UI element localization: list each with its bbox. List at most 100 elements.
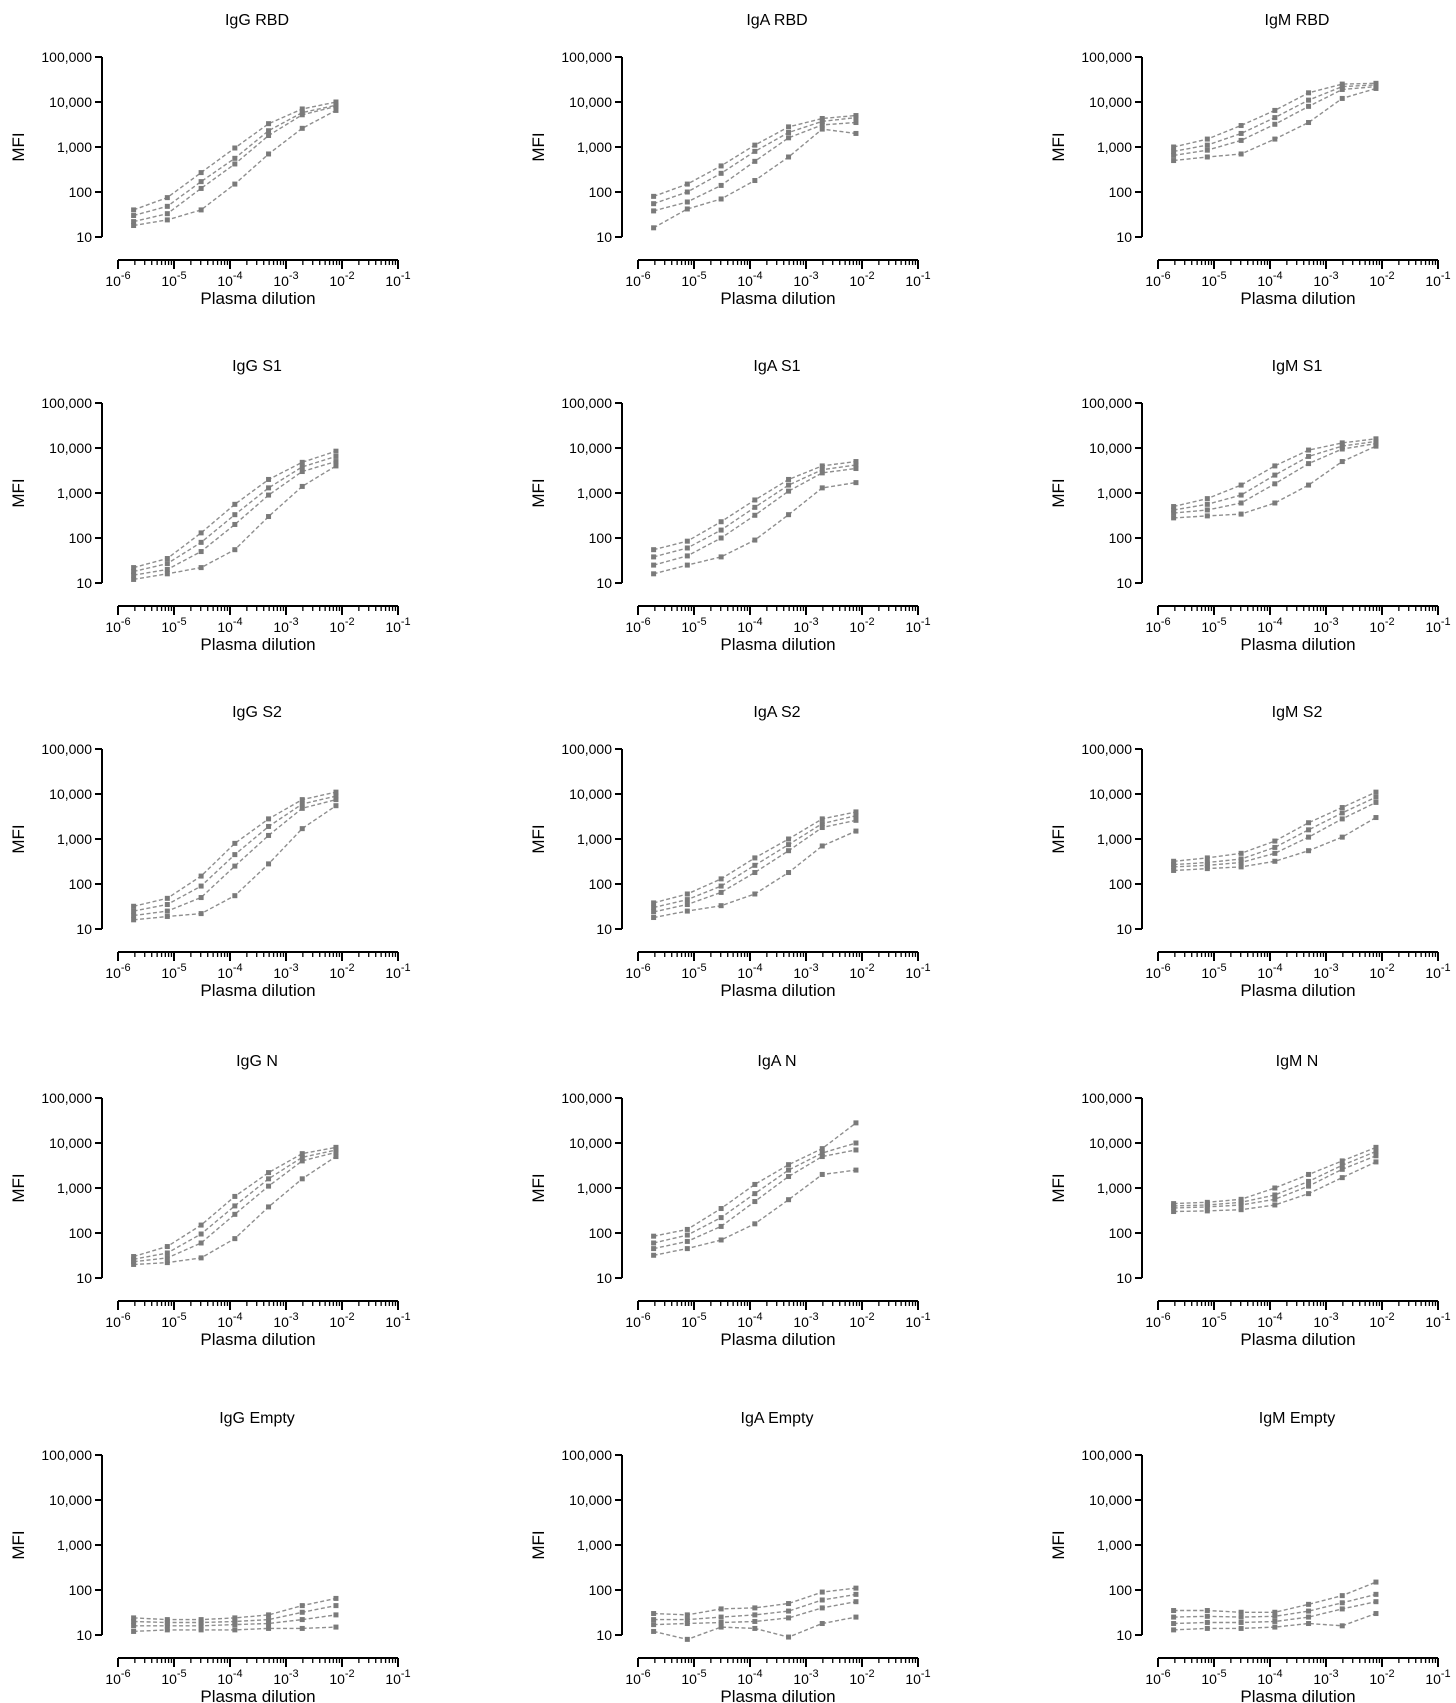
data-point xyxy=(198,207,204,213)
data-point xyxy=(333,1624,339,1630)
data-point xyxy=(651,193,657,199)
data-point xyxy=(1272,1185,1278,1191)
x-tick-label: 10-4 xyxy=(737,1668,762,1687)
x-axis-label: Plasma dilution xyxy=(720,635,835,654)
data-point xyxy=(786,870,792,876)
data-point xyxy=(198,883,204,889)
data-point xyxy=(164,1619,170,1625)
data-point xyxy=(299,112,305,118)
data-point xyxy=(718,1614,724,1620)
data-point xyxy=(1204,866,1210,872)
x-tick-label: 10-5 xyxy=(681,962,706,981)
data-point xyxy=(1272,463,1278,469)
data-point xyxy=(164,556,170,562)
data-point xyxy=(1272,107,1278,113)
y-tick-label: 1,000 xyxy=(577,831,612,847)
data-point xyxy=(786,124,792,130)
y-axis-label: MFI xyxy=(9,132,28,161)
data-point xyxy=(1171,510,1177,516)
data-point xyxy=(752,504,758,510)
data-point xyxy=(131,1623,137,1629)
y-tick-label: 100 xyxy=(69,530,93,546)
data-point xyxy=(299,1154,305,1160)
data-point xyxy=(266,832,272,838)
y-tick-label: 100 xyxy=(589,184,613,200)
y-tick-label: 1,000 xyxy=(577,485,612,501)
data-point xyxy=(299,1603,305,1609)
data-point xyxy=(1204,507,1210,513)
data-point xyxy=(786,1601,792,1607)
x-axis-label: Plasma dilution xyxy=(720,1687,835,1703)
data-point xyxy=(1204,142,1210,148)
data-point xyxy=(299,469,305,475)
data-point xyxy=(1171,144,1177,150)
data-point xyxy=(232,501,238,507)
y-tick-label: 10,000 xyxy=(49,440,92,456)
y-axis-label: MFI xyxy=(529,824,548,853)
y-tick-label: 100,000 xyxy=(1081,395,1132,411)
data-point xyxy=(198,1240,204,1246)
data-point xyxy=(1339,816,1345,822)
data-point xyxy=(853,1147,859,1153)
data-point xyxy=(198,185,204,191)
series-line xyxy=(133,805,337,921)
data-point xyxy=(164,561,170,567)
data-point xyxy=(651,554,657,560)
data-point xyxy=(1306,1171,1312,1177)
x-tick-label: 10-5 xyxy=(1201,616,1226,635)
data-point xyxy=(198,873,204,879)
data-point xyxy=(1306,834,1312,840)
panel-igm-s1: IgM S1 10 100 1,000 10,000 100,000 MFI 10-6 10-5… xyxy=(1049,358,1451,654)
y-tick-label: 1,000 xyxy=(57,831,92,847)
panel-iga-empty: IgA Empty 10 100 1,000 10,000 100,000 MFI 10-6 1… xyxy=(529,1410,931,1703)
data-point xyxy=(164,211,170,217)
data-point xyxy=(819,1621,825,1627)
y-tick-label: 10 xyxy=(596,575,612,591)
data-point xyxy=(266,151,272,157)
x-tick-label: 10-1 xyxy=(905,1668,930,1687)
data-point xyxy=(1171,1205,1177,1211)
y-tick-label: 10,000 xyxy=(49,1135,92,1151)
y-tick-label: 100,000 xyxy=(41,741,92,757)
y-tick-label: 1,000 xyxy=(577,139,612,155)
data-point xyxy=(1373,799,1379,805)
data-point xyxy=(1171,1608,1177,1614)
data-point xyxy=(299,797,305,803)
data-point xyxy=(853,459,859,465)
x-tick-label: 10-1 xyxy=(385,1311,410,1330)
x-tick-label: 10-5 xyxy=(681,1668,706,1687)
x-tick-label: 10-4 xyxy=(217,270,242,289)
data-point xyxy=(1339,1166,1345,1172)
data-point xyxy=(1339,459,1345,465)
series-line xyxy=(1173,85,1377,157)
data-point xyxy=(684,1617,690,1623)
data-point xyxy=(752,1191,758,1197)
data-point xyxy=(333,789,339,795)
data-point xyxy=(819,1154,825,1160)
x-axis-label: Plasma dilution xyxy=(720,289,835,308)
x-tick-label: 10-3 xyxy=(793,270,818,289)
data-point xyxy=(752,855,758,861)
data-point xyxy=(718,903,724,909)
data-point xyxy=(819,126,825,132)
panel-igm-s2: IgM S2 10 100 1,000 10,000 100,000 MFI 10-6 10-5… xyxy=(1049,704,1451,1000)
data-point xyxy=(718,519,724,525)
y-axis-label: MFI xyxy=(529,478,548,507)
chart-title: IgG S2 xyxy=(232,704,282,721)
data-point xyxy=(1306,848,1312,854)
data-point xyxy=(1204,501,1210,507)
data-point xyxy=(1204,1204,1210,1210)
data-point xyxy=(752,1605,758,1611)
data-point xyxy=(1306,1608,1312,1614)
data-point xyxy=(266,861,272,867)
data-point xyxy=(164,566,170,572)
y-tick-label: 10,000 xyxy=(569,786,612,802)
x-tick-label: 10-3 xyxy=(793,616,818,635)
y-tick-label: 10,000 xyxy=(1089,1135,1132,1151)
data-point xyxy=(684,545,690,551)
x-tick-label: 10-4 xyxy=(737,1311,762,1330)
y-tick-label: 10,000 xyxy=(49,1492,92,1508)
data-point xyxy=(651,1628,657,1634)
data-point xyxy=(164,913,170,919)
data-point xyxy=(299,1617,305,1623)
